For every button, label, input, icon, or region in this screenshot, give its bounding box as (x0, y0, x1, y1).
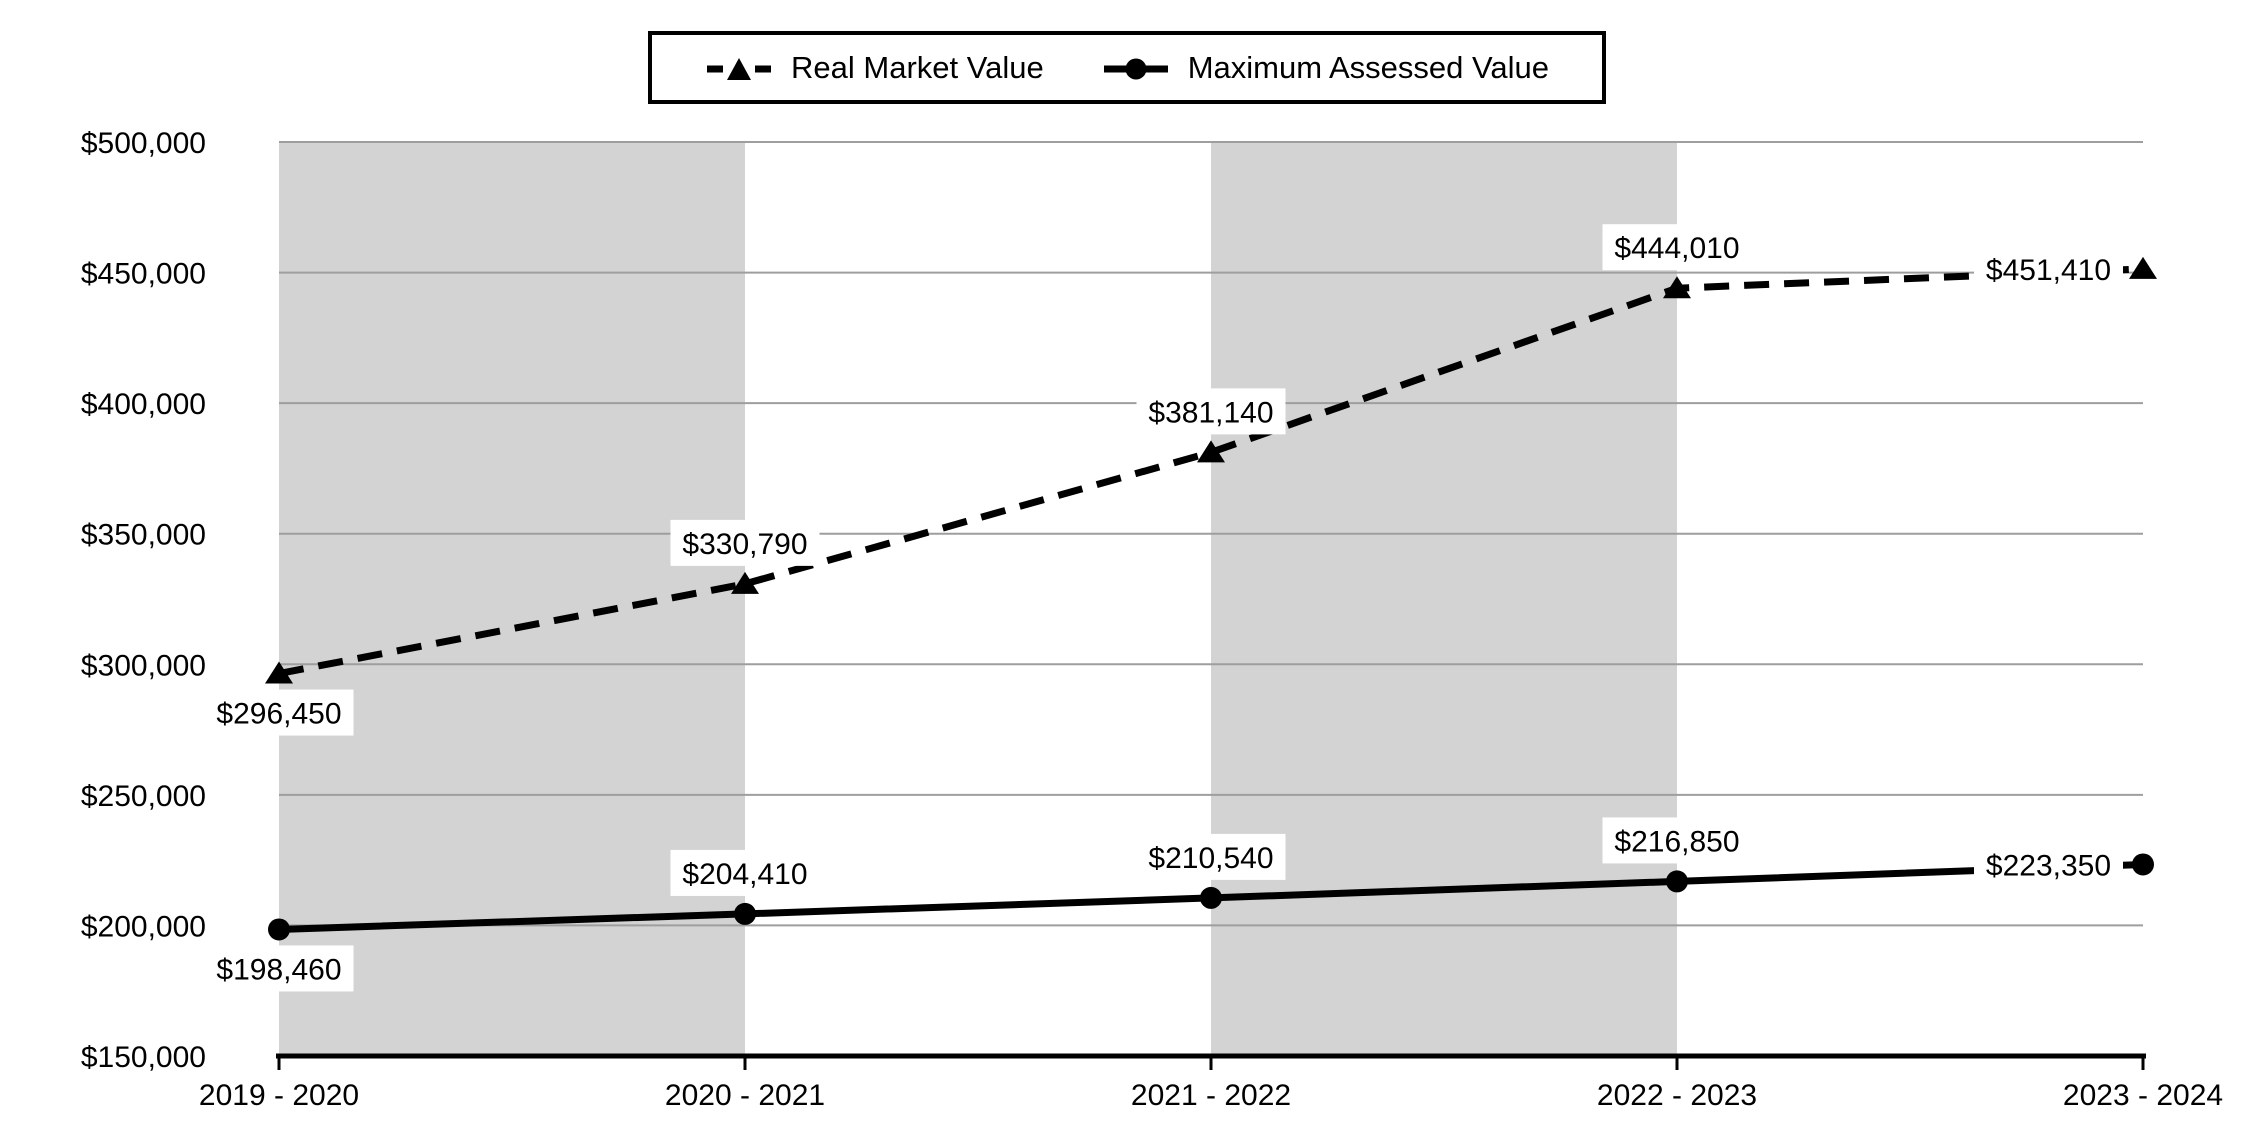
data-label-bg (670, 849, 820, 896)
y-tick-label: $350,000 (81, 519, 206, 552)
series-line-real-market-value (278, 265, 2144, 677)
y-tick-label: $450,000 (81, 258, 206, 291)
circle-marker (734, 902, 756, 925)
legend-item-real-market-value: Real Market Value (705, 50, 1044, 86)
data-label: $204,410 (682, 858, 807, 891)
x-tick-label: 2019 - 2020 (199, 1079, 359, 1112)
y-tick-label: $400,000 (81, 388, 206, 421)
legend-item-maximum-assessed-value: Maximum Assessed Value (1102, 50, 1549, 86)
circle-marker (1200, 886, 1222, 909)
data-label-bg (204, 689, 354, 736)
data-label: $451,410 (1986, 254, 2111, 287)
data-label: $444,010 (1614, 232, 1739, 265)
data-label: $330,790 (682, 528, 807, 561)
shaded-year-band (1211, 142, 1677, 1056)
y-tick-label: $150,000 (81, 1041, 206, 1074)
data-label: $296,450 (216, 698, 341, 731)
shaded-year-band (279, 142, 745, 1056)
data-label-bg (1136, 388, 1286, 435)
legend-label-maximum-assessed-value: Maximum Assessed Value (1187, 49, 1549, 85)
data-label: $216,850 (1614, 825, 1739, 858)
circle-marker (2132, 853, 2154, 876)
solid-line-circle-icon (1103, 58, 1168, 79)
x-tick-label: 2021 - 2022 (1131, 1079, 1291, 1112)
y-tick-label: $500,000 (81, 127, 206, 160)
dashed-line-triangle-icon (707, 57, 772, 80)
x-tick-label: 2022 - 2023 (1597, 1079, 1757, 1112)
circle-marker (268, 918, 290, 941)
triangle-marker (2129, 256, 2157, 279)
data-label: $210,540 (1148, 842, 1273, 875)
y-tick-label: $300,000 (81, 649, 206, 682)
triangle-marker (731, 571, 759, 594)
circle-marker (1666, 870, 1688, 893)
data-label: $223,350 (1986, 849, 2111, 882)
x-tick-label: 2023 - 2024 (2063, 1079, 2223, 1112)
data-label-bg (204, 945, 354, 992)
x-tick-label: 2020 - 2021 (665, 1079, 825, 1112)
triangle-marker (1663, 276, 1691, 299)
y-tick-label: $250,000 (81, 780, 206, 813)
y-tick-label: $200,000 (81, 910, 206, 943)
data-label-bg (1136, 833, 1286, 880)
data-label-bg (1974, 841, 2123, 888)
data-label: $198,460 (216, 953, 341, 986)
data-label-bg (1974, 245, 2123, 292)
data-label: $381,140 (1148, 396, 1273, 429)
data-label-bg (1602, 224, 1752, 271)
triangle-marker (265, 661, 293, 684)
data-label-bg (670, 519, 820, 566)
legend: Real Market Value Maximum Assessed Value (648, 31, 1606, 104)
data-label-bg (1602, 817, 1752, 864)
legend-label-real-market-value: Real Market Value (791, 49, 1044, 85)
triangle-marker (1197, 440, 1225, 463)
